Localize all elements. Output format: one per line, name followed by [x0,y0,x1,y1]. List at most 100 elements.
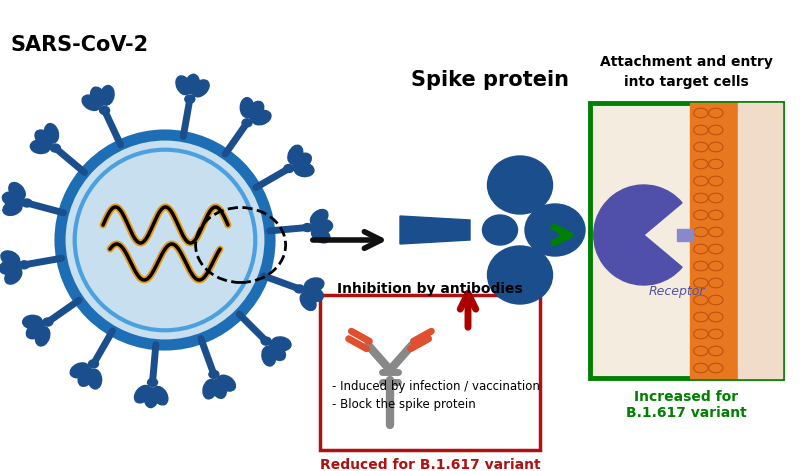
Ellipse shape [176,76,190,95]
Ellipse shape [43,318,53,326]
Ellipse shape [145,388,158,407]
Ellipse shape [694,346,708,356]
Ellipse shape [248,101,264,119]
Ellipse shape [45,123,58,143]
Bar [690,103,738,378]
Ellipse shape [271,337,291,350]
Ellipse shape [694,142,708,152]
Text: - Block the spike protein: - Block the spike protein [332,398,476,411]
Ellipse shape [22,199,32,207]
Ellipse shape [694,227,708,237]
Bar [320,295,540,450]
Ellipse shape [313,219,333,233]
Text: Reduced for B.1.617 variant: Reduced for B.1.617 variant [320,458,540,471]
Polygon shape [400,216,470,244]
Ellipse shape [605,199,633,221]
Ellipse shape [82,95,101,110]
Ellipse shape [709,261,723,271]
Ellipse shape [305,278,324,292]
Ellipse shape [22,315,42,329]
Ellipse shape [203,380,217,399]
Ellipse shape [694,108,708,118]
Ellipse shape [218,375,235,391]
Ellipse shape [709,210,723,220]
Ellipse shape [694,278,708,288]
Ellipse shape [709,278,723,288]
Ellipse shape [0,260,19,274]
Text: Attachment and entry: Attachment and entry [599,55,773,69]
Ellipse shape [240,97,254,117]
Ellipse shape [694,312,708,322]
Ellipse shape [694,193,708,203]
Ellipse shape [261,337,271,345]
Ellipse shape [482,215,518,245]
Ellipse shape [694,176,708,186]
Ellipse shape [709,193,723,203]
Ellipse shape [709,312,723,322]
Ellipse shape [694,329,708,339]
Ellipse shape [694,261,708,271]
Ellipse shape [709,176,723,186]
Ellipse shape [487,246,553,304]
Text: Spike protein: Spike protein [411,70,569,90]
Ellipse shape [1,251,20,266]
Text: Inhibition by antibodies: Inhibition by antibodies [337,282,523,296]
Ellipse shape [709,329,723,339]
Ellipse shape [186,74,199,94]
Ellipse shape [709,108,723,118]
Ellipse shape [487,156,553,214]
Ellipse shape [134,385,151,403]
Circle shape [60,135,270,345]
Text: Receptor: Receptor [649,285,706,298]
Ellipse shape [5,267,22,284]
Ellipse shape [70,363,89,378]
Ellipse shape [694,125,708,135]
Ellipse shape [694,363,708,373]
Ellipse shape [294,163,314,177]
Ellipse shape [242,119,252,127]
Bar [738,103,782,378]
Ellipse shape [35,130,53,146]
Ellipse shape [209,370,219,378]
Ellipse shape [624,189,652,211]
Ellipse shape [709,227,723,237]
Ellipse shape [147,379,158,387]
Bar [677,229,693,241]
Ellipse shape [302,224,313,232]
Ellipse shape [709,346,723,356]
Ellipse shape [709,125,723,135]
Ellipse shape [26,323,44,339]
Text: Increased for
B.1.617 variant: Increased for B.1.617 variant [626,390,746,420]
Ellipse shape [310,210,328,226]
Ellipse shape [293,153,311,169]
Wedge shape [594,185,682,285]
Ellipse shape [288,145,302,164]
Ellipse shape [709,142,723,152]
Ellipse shape [525,204,585,256]
Ellipse shape [3,201,22,215]
Ellipse shape [709,244,723,254]
Text: - Induced by infection / vaccination: - Induced by infection / vaccination [332,380,540,393]
Ellipse shape [185,95,195,103]
Ellipse shape [304,287,323,301]
Ellipse shape [88,369,102,389]
Ellipse shape [269,343,286,360]
Text: into target cells: into target cells [624,75,748,89]
Ellipse shape [19,261,29,269]
Ellipse shape [100,86,114,105]
Ellipse shape [709,159,723,169]
Ellipse shape [212,379,226,398]
Ellipse shape [284,164,294,172]
Ellipse shape [89,360,98,368]
Ellipse shape [694,244,708,254]
Ellipse shape [30,140,50,154]
Ellipse shape [9,183,26,200]
Ellipse shape [50,144,61,152]
Ellipse shape [99,106,110,114]
Ellipse shape [694,210,708,220]
Bar [590,103,782,378]
Ellipse shape [311,227,330,243]
Text: SARS-CoV-2: SARS-CoV-2 [10,35,148,55]
Ellipse shape [192,80,209,97]
Ellipse shape [262,346,276,366]
